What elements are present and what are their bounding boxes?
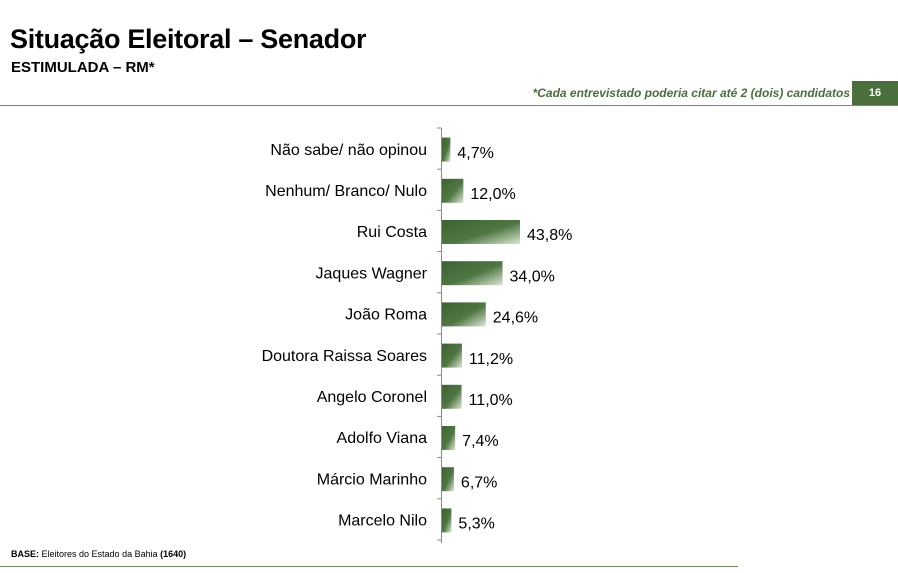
- category-label: João Roma: [345, 307, 427, 324]
- bar: [442, 343, 462, 368]
- value-label: 11,0%: [469, 392, 513, 409]
- bar: [442, 137, 451, 162]
- category-label: Adolfo Viana: [337, 430, 428, 447]
- value-label: 11,2%: [469, 351, 513, 368]
- page-number-badge: 16: [852, 81, 898, 105]
- category-label: Angelo Coronel: [317, 389, 427, 406]
- category-label: Rui Costa: [357, 224, 427, 241]
- bar: [442, 178, 464, 203]
- bar: [442, 508, 452, 533]
- value-label: 7,4%: [462, 433, 498, 450]
- value-label: 43,8%: [527, 227, 572, 244]
- base-count: (1640): [160, 549, 187, 559]
- bar: [442, 426, 456, 450]
- category-label: Doutora Raissa Soares: [262, 348, 427, 365]
- footnote-note: *Cada entrevistado poderia citar até 2 (…: [532, 86, 850, 100]
- page-subtitle: ESTIMULADA – RM*: [11, 59, 155, 76]
- value-label: 6,7%: [461, 474, 497, 491]
- category-label: Jaques Wagner: [316, 265, 428, 282]
- bar: [442, 220, 520, 244]
- header-divider: [0, 105, 898, 106]
- bar: [442, 467, 454, 492]
- page-number: 16: [868, 87, 882, 99]
- base-note: BASE: Eleitores do Estado da Bahia (1640…: [11, 549, 186, 559]
- value-label: 34,0%: [510, 268, 555, 285]
- value-label: 4,7%: [457, 145, 493, 162]
- base-text: Eleitores do Estado da Bahia: [39, 549, 161, 559]
- category-label: Nenhum/ Branco/ Nulo: [265, 183, 427, 200]
- bar: [442, 261, 503, 286]
- category-label: Márcio Marinho: [317, 471, 427, 488]
- value-label: 5,3%: [458, 516, 494, 533]
- category-label: Não sabe/ não opinou: [270, 142, 427, 159]
- footer-divider: [0, 566, 738, 567]
- bar: [442, 384, 462, 409]
- value-label: 12,0%: [470, 186, 515, 203]
- page-title: Situação Eleitoral – Senador: [10, 24, 367, 54]
- base-label: BASE:: [11, 549, 40, 559]
- category-label: Marcelo Nilo: [338, 513, 427, 530]
- bar: [442, 302, 486, 327]
- value-label: 24,6%: [493, 310, 538, 327]
